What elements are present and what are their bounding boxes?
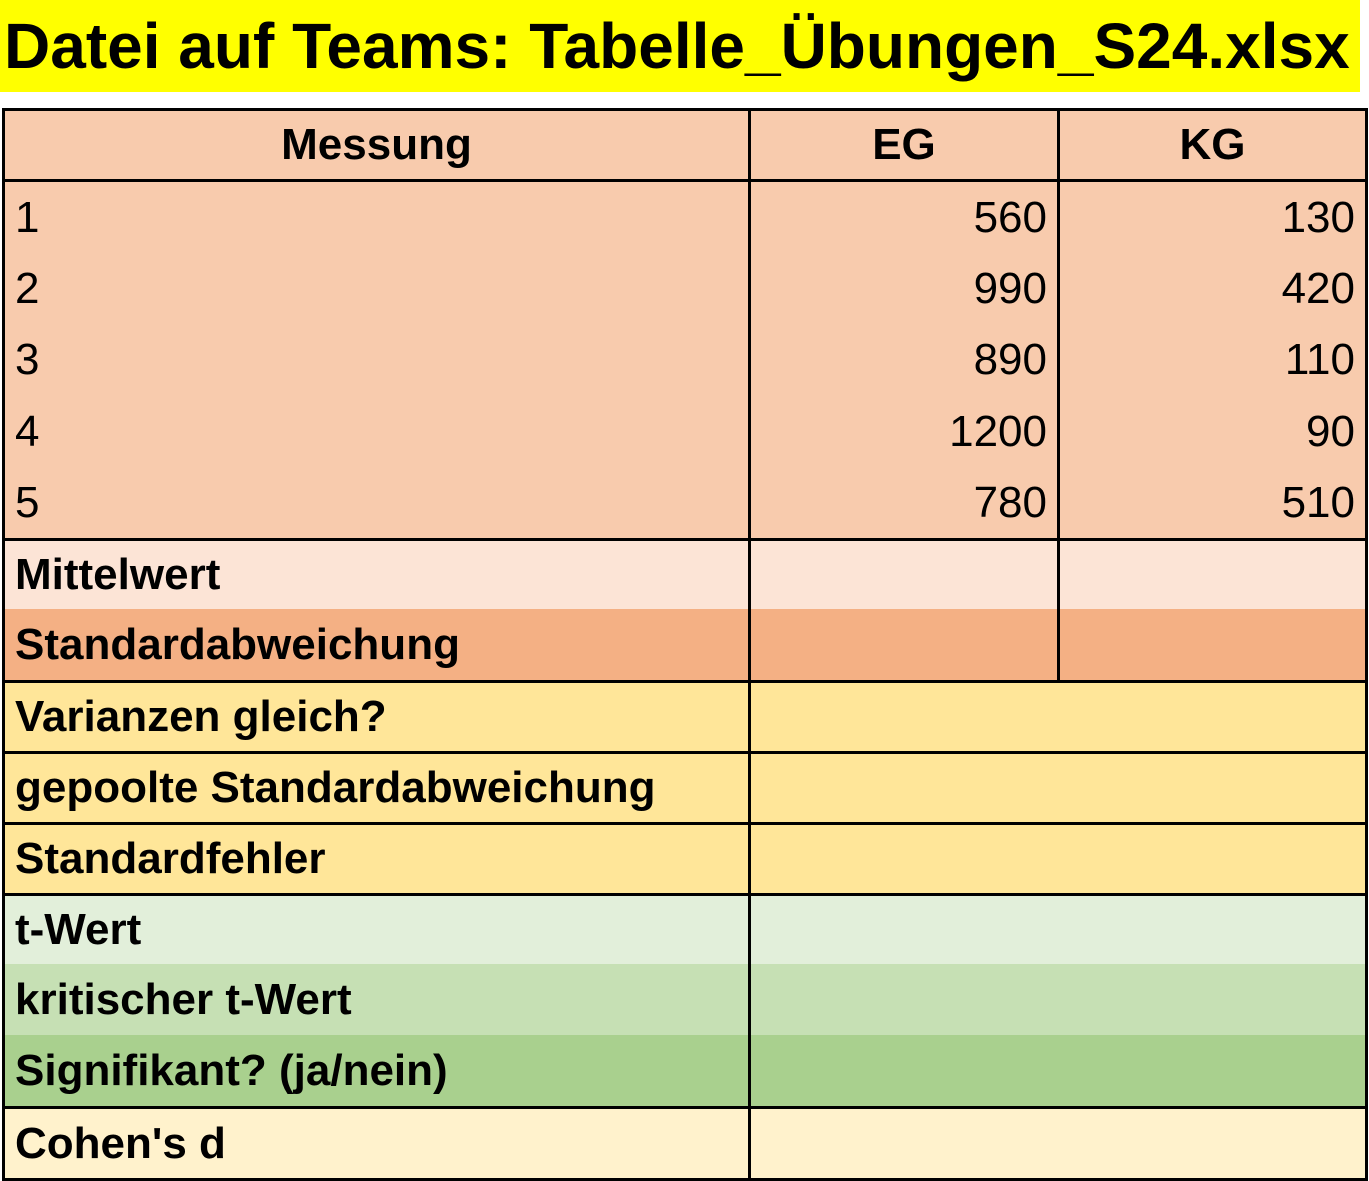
- kg-value-cell[interactable]: 130: [1281, 193, 1355, 242]
- page-title: Datei auf Teams: Tabelle_Übungen_S24.xls…: [0, 0, 1360, 92]
- std-label: Standardabweichung: [5, 609, 751, 680]
- cohens-d-cell[interactable]: [751, 1106, 1365, 1178]
- measurement-label: 3: [15, 335, 40, 385]
- significant-cell[interactable]: [751, 1035, 1365, 1106]
- std-kg-cell[interactable]: [1060, 609, 1365, 680]
- results-table: Messung EG KG 1 2 3 4 5 560 990 890 1200…: [2, 108, 1368, 1181]
- eg-value-cell[interactable]: 560: [973, 193, 1047, 242]
- kg-value-cell[interactable]: 510: [1281, 477, 1355, 527]
- eg-value-cell[interactable]: 890: [973, 335, 1047, 385]
- variances-label: Varianzen gleich?: [5, 680, 751, 751]
- measurement-label: 1: [15, 193, 40, 242]
- std-error-cell[interactable]: [751, 822, 1365, 893]
- mean-label: Mittelwert: [5, 538, 751, 609]
- measurement-label: 4: [15, 406, 40, 456]
- measurement-column: 1 2 3 4 5: [5, 182, 751, 538]
- pooled-std-cell[interactable]: [751, 751, 1365, 822]
- eg-column: 560 990 890 1200 780: [751, 182, 1060, 538]
- measurement-label: 2: [15, 264, 40, 314]
- eg-value-cell[interactable]: 1200: [949, 406, 1047, 456]
- eg-value-cell[interactable]: 780: [973, 477, 1047, 527]
- header-kg: KG: [1060, 111, 1365, 182]
- cohens-d-label: Cohen's d: [5, 1106, 751, 1178]
- significant-label: Signifikant? (ja/nein): [5, 1035, 751, 1106]
- kg-column: 130 420 110 90 510: [1060, 182, 1365, 538]
- variances-cell[interactable]: [751, 680, 1365, 751]
- mean-eg-cell[interactable]: [751, 538, 1060, 609]
- critical-t-label: kritischer t-Wert: [5, 964, 751, 1035]
- std-eg-cell[interactable]: [751, 609, 1060, 680]
- kg-value-cell[interactable]: 110: [1284, 335, 1355, 385]
- pooled-std-label: gepoolte Standardabweichung: [5, 751, 751, 822]
- header-messung: Messung: [5, 111, 751, 182]
- t-value-cell[interactable]: [751, 893, 1365, 964]
- kg-value-cell[interactable]: 420: [1281, 264, 1355, 314]
- header-eg: EG: [751, 111, 1060, 182]
- measurement-label: 5: [15, 477, 40, 527]
- eg-value-cell[interactable]: 990: [973, 264, 1047, 314]
- kg-value-cell[interactable]: 90: [1306, 406, 1355, 456]
- std-error-label: Standardfehler: [5, 822, 751, 893]
- mean-kg-cell[interactable]: [1060, 538, 1365, 609]
- t-value-label: t-Wert: [5, 893, 751, 964]
- critical-t-cell[interactable]: [751, 964, 1365, 1035]
